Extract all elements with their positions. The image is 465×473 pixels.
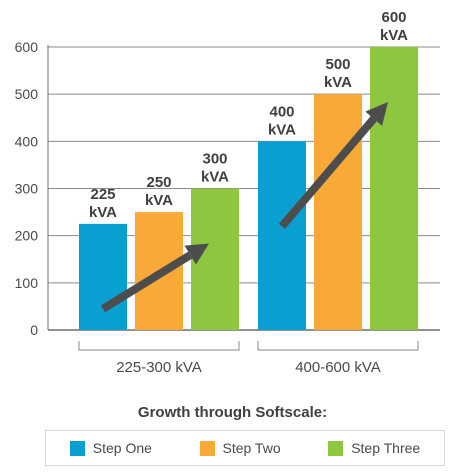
- y-tick-label: 100: [15, 275, 39, 291]
- y-tick-label: 600: [15, 39, 39, 55]
- bar: [314, 94, 362, 331]
- group-bracket: [257, 341, 419, 351]
- growth-arrow-head: [184, 243, 209, 265]
- legend-swatch: [328, 440, 344, 456]
- growth-arrow-shaft: [100, 251, 193, 313]
- x-group-label: 225-300 kVA: [116, 359, 202, 376]
- legend-label: Step Three: [351, 440, 421, 456]
- legend-title: Growth through Softscale:: [137, 404, 328, 421]
- y-axis-ticks: 0 100 200 300 400 500 600: [15, 39, 39, 338]
- legend-item: Step Three: [328, 440, 420, 456]
- data-label-unit: kVA: [324, 74, 352, 91]
- data-label-unit: kVA: [268, 121, 296, 138]
- data-label-unit: kVA: [89, 204, 117, 221]
- data-label: 400: [269, 103, 294, 120]
- growth-arrow-shaft: [278, 116, 377, 229]
- legend-item: Step One: [69, 440, 152, 456]
- y-tick-label: 400: [15, 133, 39, 149]
- data-label-unit: kVA: [380, 27, 408, 44]
- legend-swatch: [199, 440, 215, 456]
- y-tick-label: 500: [15, 86, 39, 102]
- growth-arrows: [100, 102, 388, 313]
- data-label: 500: [325, 56, 350, 73]
- bar: [79, 223, 127, 330]
- legend-label: Step One: [92, 440, 152, 456]
- y-tick-label: 300: [15, 181, 39, 197]
- legend-swatch: [69, 440, 85, 456]
- y-tick-label: 200: [15, 228, 39, 244]
- y-tick-label: 0: [30, 322, 38, 338]
- data-label: 225: [90, 186, 115, 203]
- legend: Step One Step Two Step Three: [45, 430, 445, 466]
- data-label: 250: [146, 174, 171, 191]
- legend-item: Step Two: [199, 440, 281, 456]
- data-label-unit: kVA: [145, 192, 173, 209]
- data-label-unit: kVA: [201, 169, 229, 186]
- bar: [258, 141, 306, 330]
- legend-label: Step Two: [222, 440, 281, 456]
- bar: [370, 47, 418, 330]
- data-label: 300: [202, 151, 227, 168]
- growth-arrow-head: [365, 102, 388, 126]
- x-group-label: 400-600 kVA: [295, 359, 381, 376]
- group-labels: 225-300 kVA 400-600 kVA: [78, 341, 419, 376]
- data-label: 600: [381, 9, 406, 26]
- group-bracket: [78, 341, 240, 351]
